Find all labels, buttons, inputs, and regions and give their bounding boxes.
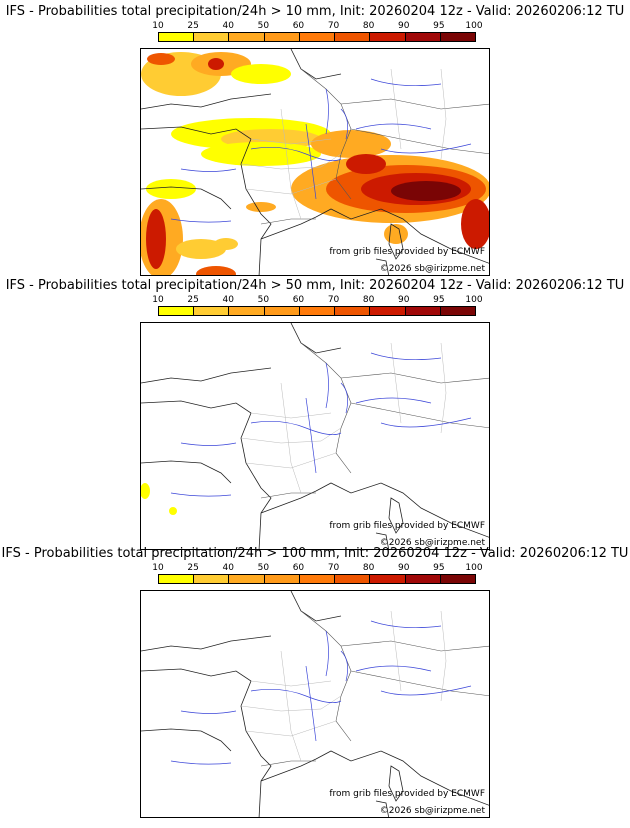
rivers	[170, 78, 472, 223]
colorbar-segment	[335, 307, 371, 315]
copyright-credit: ©2026 sb@irizpme.net	[379, 264, 485, 274]
precipitation-map: from grib files provided by ECMWF ©2026 …	[140, 322, 490, 550]
colorbar-tick-label: 50	[257, 563, 270, 573]
region-borders	[240, 342, 447, 494]
precip-probability-field	[141, 52, 489, 275]
colorbar-tick-label: 100	[465, 563, 483, 573]
colorbar-segment	[370, 307, 406, 315]
colorbar-tick-label: 95	[433, 21, 445, 31]
colorbar-segment	[194, 33, 230, 41]
colorbar-tick-label: 80	[362, 295, 375, 305]
colorbar-tick-label: 95	[433, 563, 445, 573]
coastlines	[141, 323, 489, 549]
colorbar	[158, 574, 476, 584]
colorbar-segment	[335, 575, 371, 583]
colorbar	[158, 306, 476, 316]
colorbar-segment	[264, 33, 300, 41]
colorbar-tick-label: 70	[327, 21, 340, 31]
coastlines	[141, 591, 489, 817]
colorbar-segment	[229, 307, 265, 315]
colorbar-segment	[264, 307, 300, 315]
colorbar-segment	[159, 575, 195, 583]
colorbar-tick-label: 25	[187, 295, 199, 305]
colorbar-tick-labels: 10 25 40 50 60 70 80 90 95 100	[140, 295, 490, 305]
data-credit: from grib files provided by ECMWF	[329, 521, 485, 531]
colorbar-tick-label: 60	[292, 295, 305, 305]
colorbar-tick-label: 50	[257, 21, 270, 31]
colorbar-segment	[194, 575, 230, 583]
colorbar-segment	[405, 575, 441, 583]
colorbar-segment	[405, 33, 441, 41]
rivers	[170, 620, 472, 765]
colorbar-tick-label: 90	[398, 563, 410, 573]
map-panel-100mm: IFS - Probabilities total precipitation/…	[0, 546, 630, 818]
map-canvas	[141, 591, 489, 817]
panel-title: IFS - Probabilities total precipitation/…	[1, 546, 629, 561]
colorbar-segment	[229, 33, 265, 41]
colorbar-segment	[370, 575, 406, 583]
colorbar-tick-label: 60	[292, 563, 305, 573]
colorbar	[158, 32, 476, 42]
colorbar-segment	[405, 307, 441, 315]
colorbar-tick-label: 40	[222, 295, 234, 305]
colorbar-segment	[440, 575, 475, 583]
colorbar-tick-label: 70	[327, 563, 340, 573]
colorbar-segment	[335, 33, 371, 41]
panel-title: IFS - Probabilities total precipitation/…	[5, 4, 625, 19]
colorbar-segment	[229, 575, 265, 583]
map-canvas	[141, 323, 489, 549]
colorbar-tick-label: 40	[222, 21, 234, 31]
map-panel-50mm: IFS - Probabilities total precipitation/…	[0, 278, 630, 550]
colorbar-tick-label: 90	[398, 295, 410, 305]
precipitation-map: from grib files provided by ECMWF ©2026 …	[140, 590, 490, 818]
colorbar-tick-label: 10	[152, 21, 164, 31]
precipitation-map: from grib files provided by ECMWF ©2026 …	[140, 48, 490, 276]
colorbar-segment	[299, 33, 336, 41]
data-credit: from grib files provided by ECMWF	[329, 247, 485, 257]
copyright-credit: ©2026 sb@irizpme.net	[379, 538, 485, 548]
colorbar-tick-label: 80	[362, 21, 375, 31]
colorbar-tick-label: 70	[327, 295, 340, 305]
map-panel-10mm: IFS - Probabilities total precipitation/…	[0, 4, 630, 276]
region-borders	[240, 68, 447, 220]
colorbar-tick-label: 25	[187, 21, 199, 31]
region-borders	[240, 610, 447, 762]
colorbar-segment	[440, 33, 475, 41]
colorbar-tick-label: 100	[465, 295, 483, 305]
colorbar-tick-label: 25	[187, 563, 199, 573]
colorbar-segment	[299, 307, 336, 315]
colorbar-tick-label: 60	[292, 21, 305, 31]
colorbar-tick-label: 10	[152, 295, 164, 305]
colorbar-segment	[159, 307, 195, 315]
colorbar-segment	[370, 33, 406, 41]
colorbar-tick-label: 40	[222, 563, 234, 573]
copyright-credit: ©2026 sb@irizpme.net	[379, 806, 485, 816]
colorbar-tick-label: 100	[465, 21, 483, 31]
data-credit: from grib files provided by ECMWF	[329, 789, 485, 799]
colorbar-tick-label: 50	[257, 295, 270, 305]
colorbar-segment	[264, 575, 300, 583]
colorbar-tick-labels: 10 25 40 50 60 70 80 90 95 100	[140, 21, 490, 31]
colorbar-tick-labels: 10 25 40 50 60 70 80 90 95 100	[140, 563, 490, 573]
country-borders	[260, 610, 489, 767]
colorbar-segment	[194, 307, 230, 315]
colorbar-segment	[299, 575, 336, 583]
rivers	[170, 352, 472, 497]
colorbar-segment	[159, 33, 195, 41]
colorbar-tick-label: 90	[398, 21, 410, 31]
country-borders	[260, 342, 489, 499]
panel-title: IFS - Probabilities total precipitation/…	[5, 278, 625, 293]
colorbar-segment	[440, 307, 475, 315]
map-canvas	[141, 49, 489, 275]
colorbar-tick-label: 95	[433, 295, 445, 305]
colorbar-tick-label: 10	[152, 563, 164, 573]
precip-probability-field	[141, 483, 177, 515]
colorbar-tick-label: 80	[362, 563, 375, 573]
